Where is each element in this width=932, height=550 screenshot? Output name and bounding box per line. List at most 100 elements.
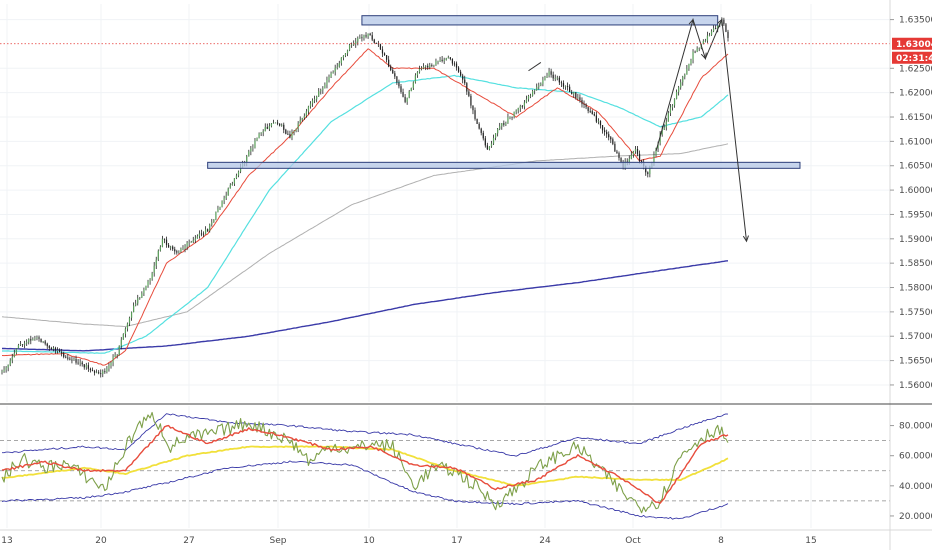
candle-body	[135, 303, 137, 306]
candle-body	[98, 372, 100, 374]
candle-body	[482, 132, 484, 139]
candle-body	[445, 58, 447, 60]
candle-body	[209, 224, 211, 231]
candle-body	[336, 66, 338, 68]
candle-body	[462, 75, 464, 80]
last-price-tag: 1.63004 02:31:44	[892, 37, 932, 64]
price-tick-label: 1.59500	[899, 210, 932, 220]
oscillator-grid	[0, 406, 890, 528]
candle-body	[340, 57, 342, 64]
oscillator-tick-label: 60.0000	[899, 452, 932, 462]
candle-body	[248, 151, 250, 157]
candle-body	[507, 117, 509, 124]
resistance-zone[interactable]	[361, 15, 719, 26]
candle-body	[139, 297, 141, 299]
candle-body	[692, 51, 694, 61]
support-zone[interactable]	[207, 161, 801, 169]
candle-body	[497, 129, 499, 134]
candle-body	[694, 51, 696, 53]
candle-body	[499, 126, 501, 130]
long-moving-average-line	[1, 260, 729, 352]
candle-body	[706, 35, 709, 41]
candle-body	[38, 337, 40, 339]
candle-body	[684, 74, 686, 77]
candle-body	[597, 120, 600, 122]
candle-body	[523, 102, 526, 107]
candle-body	[170, 246, 172, 248]
candle-body	[505, 123, 507, 125]
candle-body	[262, 131, 264, 133]
candle-body	[65, 356, 67, 358]
candle-body	[13, 353, 15, 358]
candle-body	[577, 97, 579, 99]
candle-body	[122, 333, 124, 340]
candle-body	[149, 278, 151, 282]
candle-body	[268, 126, 270, 129]
candle-body	[318, 91, 320, 97]
candle-body	[585, 104, 587, 108]
candle-body	[468, 91, 470, 96]
candle-body	[9, 360, 11, 365]
candle-body	[422, 66, 425, 69]
candle-body	[172, 246, 174, 250]
candle-body	[667, 113, 669, 122]
candle-body	[655, 148, 657, 155]
price-axis[interactable]: 1.63500 1.62500 1.62000 1.61500 1.61000 1.605…	[890, 16, 932, 391]
candle-body	[484, 138, 486, 146]
candle-body	[180, 248, 182, 252]
oscillator-tick-label: 20.0000	[899, 512, 932, 522]
candle-body	[40, 338, 42, 342]
candle-body	[608, 134, 610, 138]
time-tick-label: Sep	[270, 536, 287, 546]
candle-body	[293, 131, 295, 133]
projection-arrowhead	[742, 235, 749, 243]
candle-body	[690, 60, 692, 64]
last-price-text: 1.63004	[896, 40, 932, 50]
candle-body	[575, 92, 577, 98]
candle-body	[279, 123, 281, 126]
candle-body	[717, 25, 719, 29]
candle-body	[546, 75, 548, 78]
candle-body	[81, 362, 83, 365]
candle-body	[501, 123, 503, 127]
candle-body	[562, 83, 565, 87]
candle-body	[174, 249, 176, 252]
trend-mark[interactable]	[528, 62, 542, 72]
candle-body	[151, 273, 153, 279]
candle-body	[221, 200, 223, 207]
candle-body	[552, 74, 554, 79]
candle-body	[176, 251, 178, 253]
candle-body	[19, 344, 22, 346]
candle-body	[447, 57, 449, 59]
candle-body	[71, 359, 73, 361]
candle-body	[334, 67, 336, 72]
candle-body	[291, 132, 293, 138]
candle-body	[581, 99, 583, 105]
candle-body	[470, 95, 472, 106]
candle-body	[686, 68, 688, 75]
candle-body	[188, 242, 190, 244]
candle-body	[641, 160, 643, 163]
candle-body	[680, 82, 682, 88]
candle-body	[542, 79, 544, 84]
candle-body	[342, 55, 345, 58]
candle-body	[190, 241, 192, 243]
candle-body	[200, 233, 203, 235]
candle-body	[636, 148, 639, 154]
candle-body	[388, 59, 390, 67]
candle-body	[457, 67, 460, 72]
oscillator-axis[interactable]: 80.0000 60.0000 40.0000 20.0000	[890, 422, 932, 522]
candle-body	[351, 44, 353, 46]
candle-body	[492, 137, 495, 144]
candle-body	[93, 371, 96, 373]
price-tick-label: 1.60000	[899, 186, 932, 196]
time-axis[interactable]: 13 20 27 Sep 10 17 24 Oct 8 15	[1, 536, 816, 546]
oscillator-upper-band	[2, 413, 729, 457]
candle-body	[229, 185, 231, 189]
candle-body	[431, 65, 433, 66]
candle-body	[569, 86, 571, 92]
candle-body	[227, 188, 229, 196]
projection-arrowhead	[716, 18, 723, 26]
projection-path[interactable]	[655, 17, 748, 242]
candle-body	[250, 148, 252, 152]
